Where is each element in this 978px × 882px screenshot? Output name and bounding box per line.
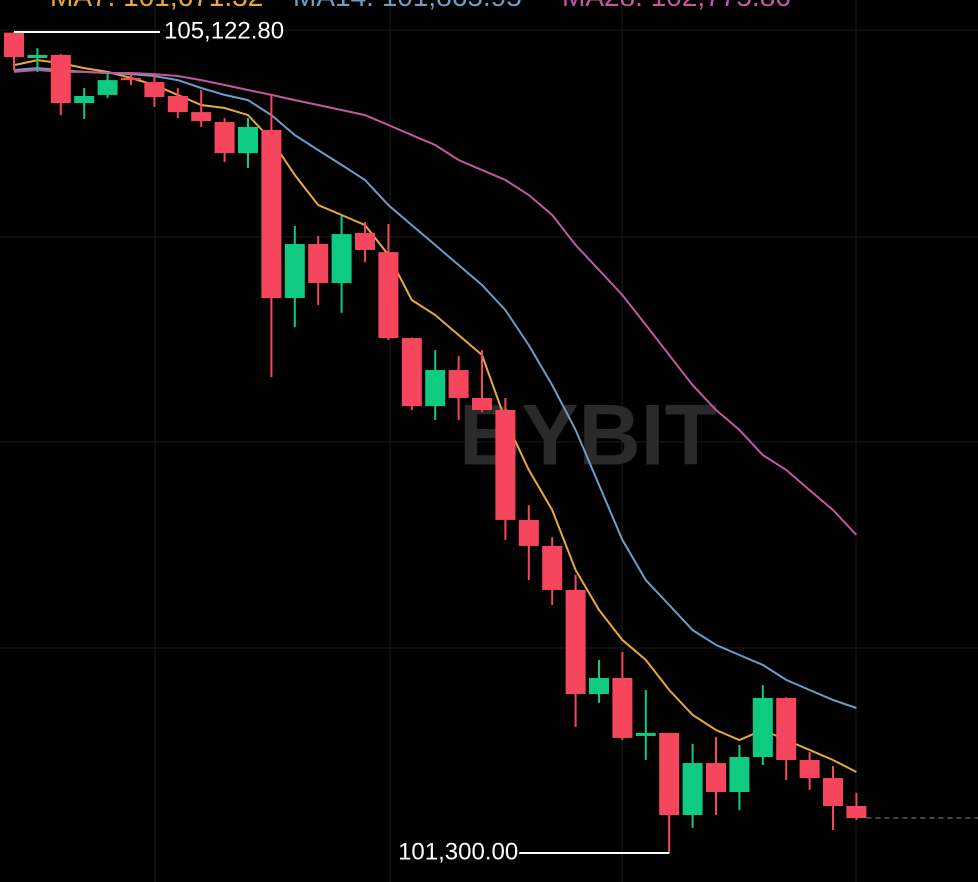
candle-body xyxy=(191,112,212,122)
candle-body xyxy=(635,732,656,736)
candle-body xyxy=(659,732,680,815)
candle-body xyxy=(144,82,165,98)
candle-body xyxy=(378,252,399,339)
candle-body xyxy=(27,54,48,58)
candle-body xyxy=(74,95,95,104)
candle-body xyxy=(121,77,141,81)
candle-body xyxy=(214,121,235,154)
candle-body xyxy=(518,519,539,546)
candle-body xyxy=(752,697,773,758)
candle-body xyxy=(706,763,726,793)
candle-body xyxy=(355,233,375,250)
legend-entry: MA7: 101,671.32 xyxy=(50,0,263,12)
max-label: 105,122.80 xyxy=(164,17,284,44)
candle-body xyxy=(799,760,820,779)
candle-body xyxy=(565,589,586,695)
min-label: 101,300.00 xyxy=(398,838,518,865)
legend-entry: MA28: 102,775.86 xyxy=(562,0,791,12)
candle-body xyxy=(612,677,633,738)
candle-body xyxy=(331,234,352,284)
candle-body xyxy=(425,370,446,407)
candle-body xyxy=(401,338,422,407)
candle-body xyxy=(284,243,305,299)
candle-body xyxy=(495,409,516,520)
candle-body xyxy=(448,370,469,398)
candle-body xyxy=(97,80,118,95)
candle-body xyxy=(472,397,492,410)
candle-body xyxy=(846,805,867,819)
candle-body xyxy=(823,778,843,806)
ma-line xyxy=(13,68,858,536)
candle-body xyxy=(4,32,24,58)
legend-entry: MA14: 101,865.95 xyxy=(293,0,522,12)
candle-body xyxy=(682,763,703,815)
candle-body xyxy=(308,243,329,284)
candle-body xyxy=(261,129,282,299)
candle-body xyxy=(238,126,258,154)
candle-body xyxy=(50,54,71,104)
candle-body xyxy=(167,95,188,113)
candle-body xyxy=(589,677,609,695)
candle-body xyxy=(776,697,797,761)
candle-body xyxy=(542,545,563,590)
candle-body xyxy=(729,757,750,793)
